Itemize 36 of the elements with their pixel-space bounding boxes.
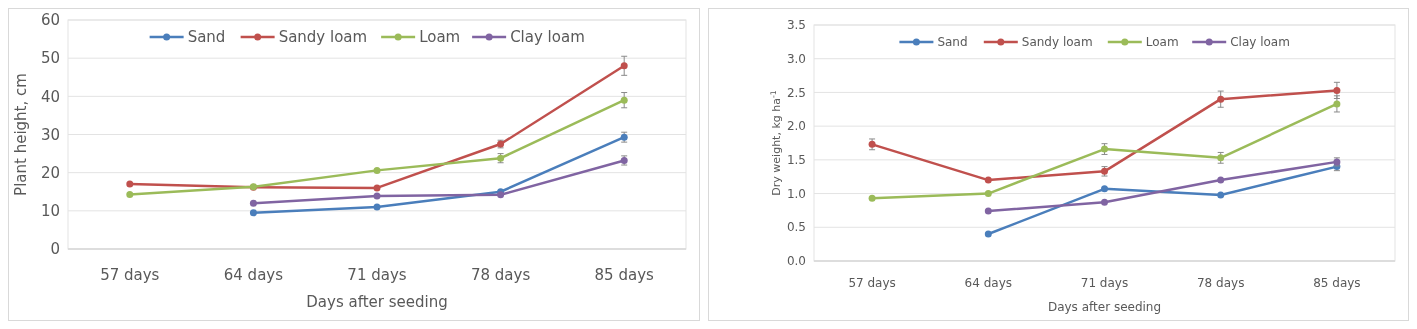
y-tick-label: 2.5 [786,85,806,100]
x-axis-title: Days after seeding [1047,300,1162,314]
y-tick-label: 40 [40,87,60,106]
y-tick-label: 0.0 [786,254,806,269]
y-tick-label: 0.5 [786,220,806,235]
x-tick-label: 78 days [470,266,531,285]
legend-label: Clay loam [1230,35,1290,50]
y-axis-title: Plant height, cm [12,73,30,196]
legend-label: Sandy loam [1021,35,1093,50]
x-tick-label: 64 days [223,266,284,285]
x-tick-label: 57 days [100,266,160,285]
y-tick-label: 60 [40,11,60,30]
y-tick-label: 50 [40,49,60,68]
x-tick-label: 85 days [1313,276,1361,291]
y-tick-label: 0 [50,240,60,259]
x-tick-label: 64 days [964,276,1013,291]
legend-label: Loam [1145,35,1179,50]
legend-label: Sandy loam [278,28,368,47]
x-tick-label: 71 days [347,266,407,285]
y-tick-label: 1.0 [786,186,806,201]
y-tick-label: 10 [40,202,60,221]
x-tick-label: 71 days [1080,276,1129,291]
x-tick-label: 78 days [1196,276,1245,291]
legend-label: Loam [419,28,461,47]
y-tick-label: 3.5 [786,18,806,33]
legend-label: Clay loam [510,28,585,47]
x-tick-label: 85 days [594,266,655,285]
x-axis-title: Days after seeding [306,293,448,311]
y-tick-label: 1.5 [786,153,806,168]
y-tick-label: 2.0 [786,119,806,134]
y-tick-label: 3.0 [786,51,806,66]
y-tick-label: 30 [40,125,60,144]
y-tick-label: 20 [40,163,60,182]
x-tick-label: 57 days [848,276,896,291]
legend-label: Sand [937,35,968,50]
legend-label: Sand [187,28,226,47]
